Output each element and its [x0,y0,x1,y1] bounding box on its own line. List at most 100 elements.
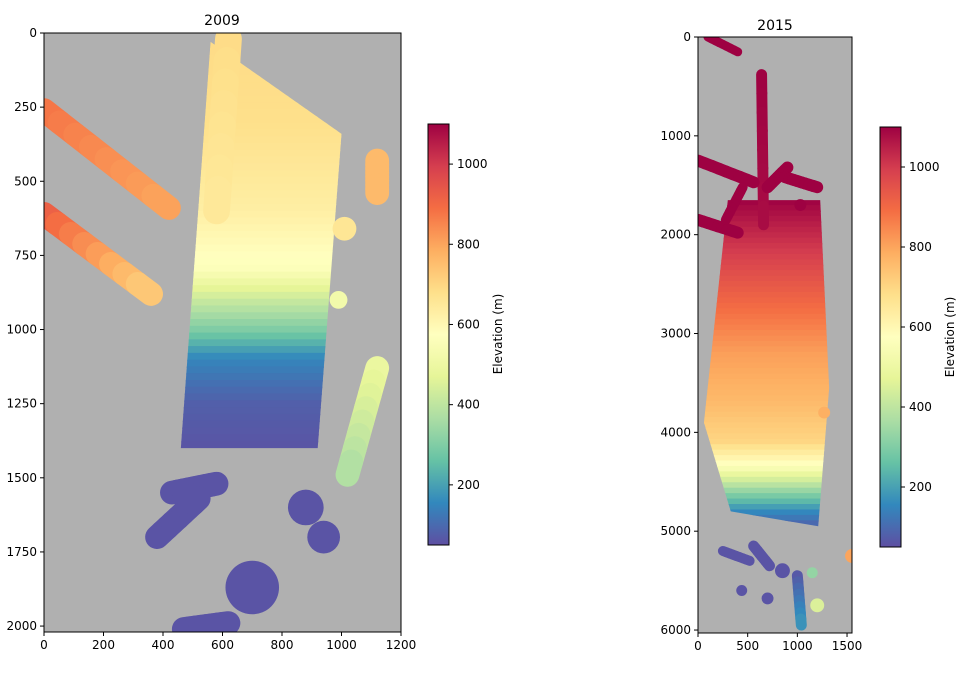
elevation-band [180,163,342,172]
elevation-blob [810,598,825,613]
elevation-blob [845,548,852,563]
flight-swath [807,180,824,194]
elevation-blob [332,216,357,241]
flight-swath [729,45,743,57]
elevation-band [180,291,342,301]
elevation-blob [775,563,790,579]
elevation-band [703,509,830,517]
elevation-band [180,271,342,280]
elevation-band [703,476,830,484]
elevation-band [180,339,342,348]
elevation-band [703,357,830,365]
elevation-band [180,440,342,449]
x-axis: 0 500 1000 1500 [694,633,862,653]
elevation-band [180,237,342,247]
x-tick-label: 600 [211,638,234,652]
main-swath [180,41,342,449]
elevation-band [180,278,342,287]
x-tick-label: 1000 [782,639,813,653]
elevation-band [180,217,342,226]
flight-swath [203,176,232,225]
elevation-band [703,422,830,430]
colorbar-tick-label: 600 [909,320,932,334]
elevation-band [703,465,830,473]
elevation-band [703,324,830,332]
y-axis: 0 1000 2000 3000 4000 5000 6000 [660,30,698,637]
elevation-band [180,332,342,341]
y-tick-label: 1750 [6,545,37,559]
elevation-band [180,129,342,138]
elevation-band [180,244,342,253]
elevation-band [703,433,830,441]
y-tick-label: 1000 [660,129,691,143]
elevation-band [180,393,342,402]
elevation-band [703,286,830,294]
colorbar-label: Elevation (m) [491,294,505,375]
elevation-band [703,308,830,316]
chart-title: 2009 [204,13,240,29]
elevation-band [703,417,830,424]
y-axis: 0 250 500 750 1000 1250 1500 1750 2000 [6,26,44,633]
elevation-band [703,498,830,506]
elevation-band [180,312,342,321]
flight-swath [335,449,364,487]
elevation-band [703,346,830,354]
elevation-band [703,373,830,381]
elevation-band [180,109,342,118]
elevation-band [180,305,342,314]
elevation-band [703,504,830,511]
elevation-band [703,368,830,376]
elevation-band [180,285,342,294]
elevation-band [180,88,342,98]
elevation-band [703,449,830,457]
elevation-band [703,482,830,490]
elevation-band [180,230,342,240]
x-axis: 0 200 400 600 800 1000 1200 [40,632,416,652]
x-tick-label: 0 [694,639,702,653]
elevation-blob [736,585,748,596]
elevation-blob [761,592,774,605]
elevation-band [703,335,830,343]
colorbar-tick-label: 400 [909,400,932,414]
panel-2009: 2009 0 200 400 600 800 1000 1200 0 250 500 750 100… [6,13,505,652]
elevation-band [180,400,342,409]
elevation-band [180,149,342,159]
elevation-band [703,248,830,256]
y-tick-label: 750 [14,248,37,262]
elevation-raster [44,33,390,632]
elevation-band [703,319,830,327]
x-tick-label: 200 [92,638,115,652]
elevation-band [180,366,342,375]
colorbar-tick-label: 1000 [457,157,488,171]
elevation-blob [794,199,807,211]
elevation-band [180,224,342,233]
elevation-band [703,400,830,408]
colorbar-label: Elevation (m) [943,297,957,378]
flight-swath [762,557,775,572]
elevation-band [180,319,342,328]
elevation-band [180,210,342,219]
y-tick-label: 3000 [660,327,691,341]
flight-swath [141,183,181,220]
elevation-band [180,325,342,335]
colorbar: 200 400 600 800 1000 Elevation (m) [879,126,957,548]
elevation-band [703,455,830,463]
elevation-band [703,253,830,261]
elevation-band [180,346,342,355]
elevation-band [703,226,830,234]
elevation-raster [698,37,852,631]
x-tick-label: 400 [152,638,175,652]
elevation-band [703,378,830,386]
elevation-band [180,427,342,436]
main-swath [703,200,830,527]
x-tick-label: 1000 [326,638,357,652]
elevation-band [180,258,342,267]
flight-swath [740,173,760,189]
colorbar-ticks: 200 400 600 800 1000 [901,160,940,494]
elevation-band [180,102,342,111]
elevation-band [703,395,830,403]
elevation-band [180,95,342,104]
colorbar-tick-label: 200 [909,480,932,494]
elevation-band [180,386,342,395]
